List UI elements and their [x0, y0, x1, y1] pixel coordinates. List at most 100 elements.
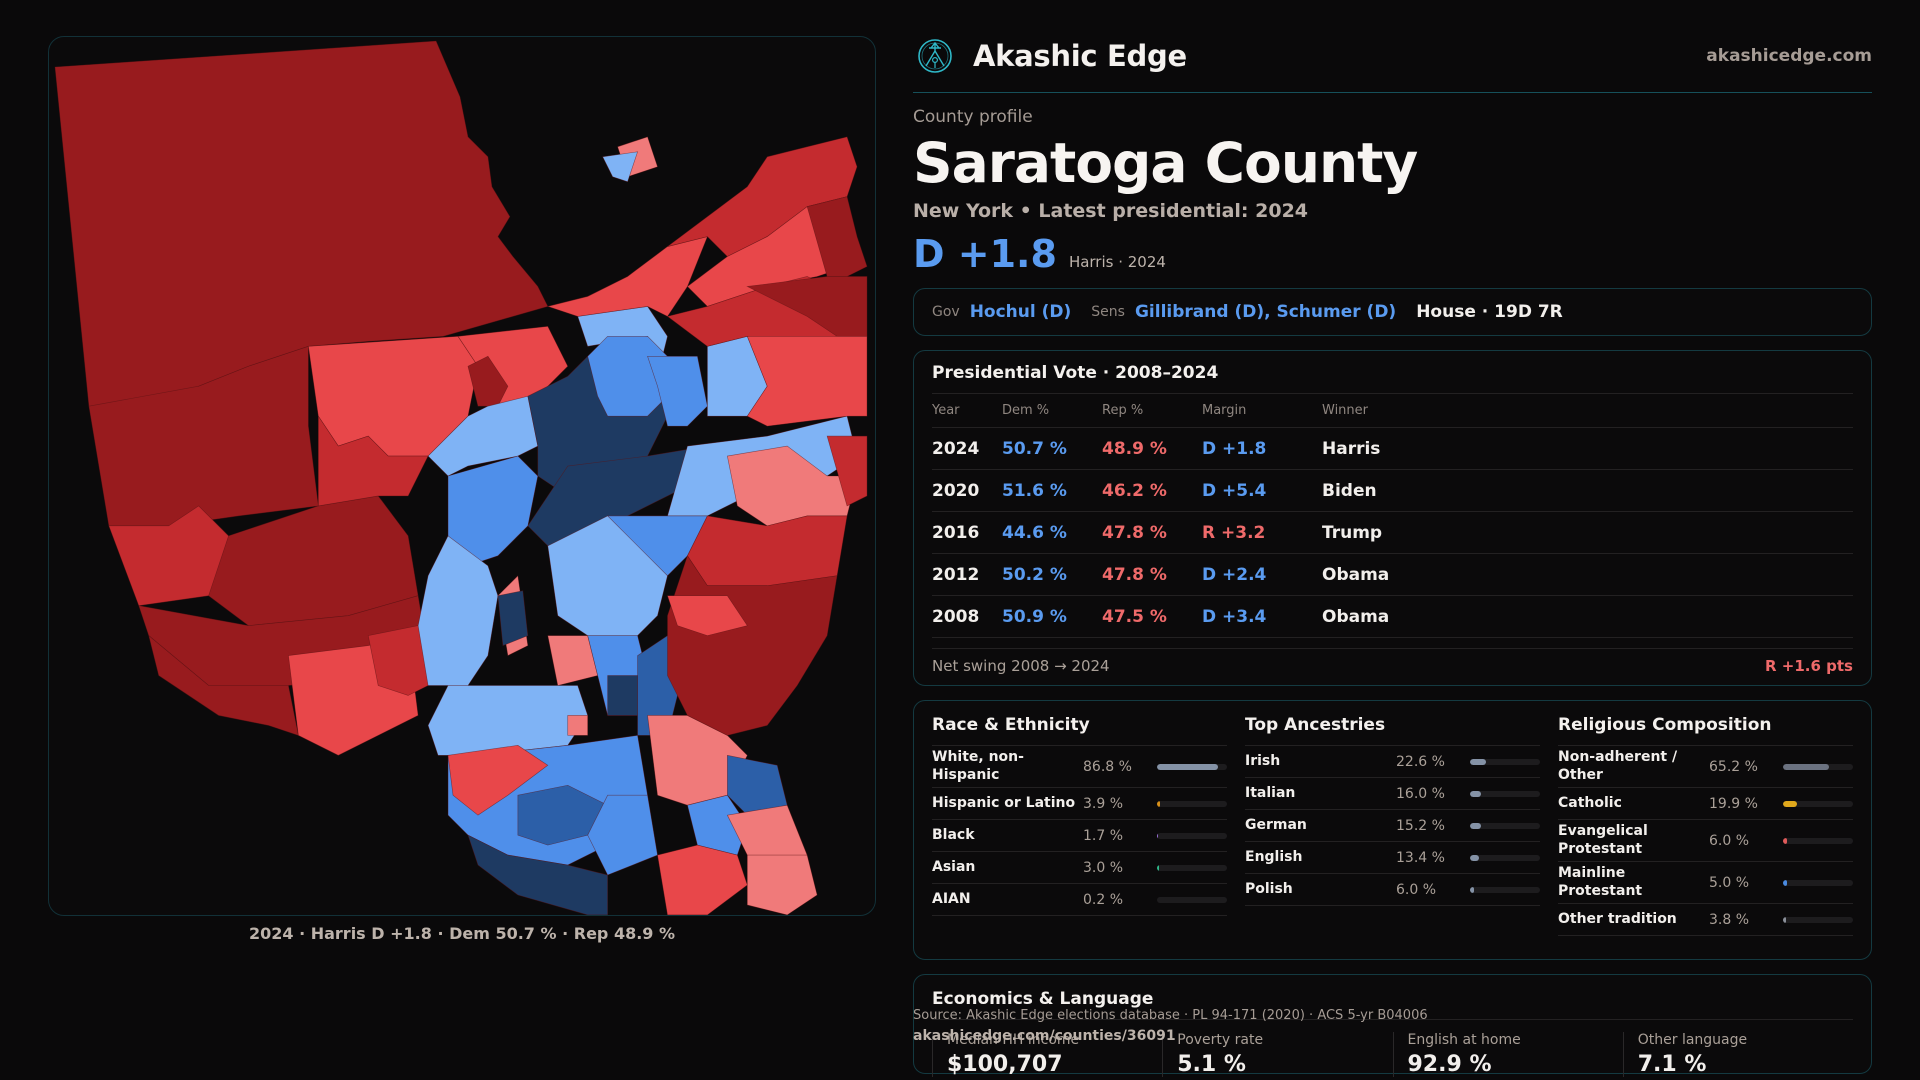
year-cell: 2024	[932, 427, 1002, 470]
source-url-link[interactable]: akashicedge.com/counties/36091	[913, 1028, 1176, 1044]
winner-cell: Obama	[1322, 553, 1853, 596]
econ-stat: Poverty rate 5.1 %	[1162, 1032, 1392, 1077]
map-region[interactable]	[667, 595, 748, 636]
list-item: Irish 22.6 %	[1245, 746, 1540, 778]
map-region[interactable]	[547, 515, 668, 636]
map-region[interactable]	[148, 634, 299, 736]
compass-star-logo-icon[interactable]	[917, 38, 953, 74]
list-item-value: 19.9 %	[1709, 795, 1758, 812]
map-region[interactable]	[546, 236, 708, 317]
presidential-vote-card: Presidential Vote · 2008–2024 Year Dem %…	[913, 349, 1872, 686]
map-region[interactable]	[427, 685, 589, 756]
winner-cell: Harris	[1322, 427, 1853, 470]
list-item: English 13.4 %	[1245, 842, 1540, 874]
list-item: Catholic 19.9 %	[1558, 788, 1853, 820]
list-item-value: 15.2 %	[1396, 817, 1445, 834]
map-caption: 2024 · Harris D +1.8 · Dem 50.7 % · Rep …	[248, 924, 676, 943]
rep-pct-cell: 48.9 %	[1102, 427, 1202, 470]
map-region[interactable]	[527, 445, 728, 547]
list-item-label: Italian	[1245, 784, 1296, 801]
list-item-value: 65.2 %	[1709, 758, 1758, 775]
percent-bar	[1157, 896, 1227, 903]
map-region[interactable]	[567, 715, 588, 736]
list-item: Polish 6.0 %	[1245, 874, 1540, 906]
map-region[interactable]	[746, 336, 868, 427]
rep-pct-cell: 47.8 %	[1102, 511, 1202, 554]
list-item-value: 3.0 %	[1083, 859, 1124, 876]
map-region[interactable]	[497, 590, 529, 647]
dem-pct-cell: 50.2 %	[1002, 553, 1102, 596]
table-row: 2008 50.9 % 47.5 % D +3.4 Obama	[932, 595, 1853, 638]
economics-card: Economics & Language Median HH income $1…	[913, 974, 1872, 1077]
list-item-label: English	[1245, 848, 1303, 865]
percent-bar	[1470, 758, 1540, 765]
percent-bar	[1783, 800, 1853, 807]
county-profile-panel: Akashic Edge akashicedge.com County prof…	[913, 36, 1872, 1077]
percent-bar-fill	[1783, 837, 1788, 844]
map-region[interactable]	[727, 754, 788, 816]
brand-name[interactable]: Akashic Edge	[973, 39, 1187, 73]
map-region[interactable]	[687, 515, 848, 587]
presidential-vote-table: Year Dem % Rep % Margin Winner 2024 50.7 …	[932, 393, 1853, 638]
list-item-label: Non-adherent / Other	[1558, 749, 1678, 783]
economics-grid: Median HH income $100,707 Poverty rate 5…	[932, 1032, 1853, 1077]
column-header: Winner	[1322, 393, 1853, 428]
table-row: 2020 51.6 % 46.2 % D +5.4 Biden	[932, 469, 1853, 512]
year-cell: 2020	[932, 469, 1002, 512]
map-region[interactable]	[747, 854, 818, 915]
map-region[interactable]	[647, 355, 708, 427]
percent-bar	[1470, 790, 1540, 797]
dem-pct-cell: 51.6 %	[1002, 469, 1102, 512]
econ-stat-value: 5.1 %	[1177, 1052, 1246, 1077]
list-item: Mainline Protestant 5.0 %	[1558, 862, 1853, 904]
percent-bar-fill	[1783, 879, 1787, 886]
brand-header: Akashic Edge akashicedge.com	[913, 36, 1872, 76]
rep-pct-cell: 46.2 %	[1102, 469, 1202, 512]
list-item-value: 6.0 %	[1709, 832, 1750, 849]
list-item-label: Evangelical Protestant	[1558, 823, 1648, 857]
margin-cell: D +5.4	[1202, 469, 1322, 512]
precinct-map[interactable]	[48, 36, 876, 916]
econ-stat-label: Other language	[1637, 1032, 1748, 1048]
year-cell: 2012	[932, 553, 1002, 596]
map-region[interactable]	[447, 745, 549, 816]
senators-label: Sens	[1091, 303, 1125, 320]
column-header: Dem %	[1002, 393, 1102, 428]
dem-pct-cell: 44.6 %	[1002, 511, 1102, 554]
table-row: 2024 50.7 % 48.9 % D +1.8 Harris	[932, 427, 1853, 470]
map-region[interactable]	[587, 794, 658, 876]
list-item: White, non-Hispanic 86.8 %	[932, 746, 1227, 788]
map-region[interactable]	[467, 355, 509, 407]
winner-cell: Obama	[1322, 595, 1853, 638]
list-item-label: Black	[932, 826, 975, 843]
map-region[interactable]	[607, 675, 638, 716]
percent-bar	[1157, 832, 1227, 839]
ancestries-section: Top Ancestries Irish 22.6 % Italian 16.0 % G…	[1245, 715, 1540, 945]
map-region[interactable]	[826, 435, 868, 507]
map-region[interactable]	[602, 151, 639, 183]
precinct-map-svg[interactable]	[49, 37, 875, 915]
percent-bar-fill	[1470, 822, 1481, 829]
percent-bar	[1783, 879, 1853, 886]
econ-stat: Median HH income $100,707	[932, 1032, 1162, 1077]
percent-bar-fill	[1157, 763, 1218, 770]
percent-bar	[1783, 916, 1853, 923]
list-item-label: Mainline Protestant	[1558, 865, 1643, 899]
religion-section: Religious Composition Non-adherent / Oth…	[1558, 715, 1853, 945]
econ-stat-label: English at home	[1407, 1032, 1521, 1048]
map-region[interactable]	[657, 844, 748, 915]
brand-url-link[interactable]: akashicedge.com	[1706, 46, 1872, 66]
list-item-value: 1.7 %	[1083, 827, 1124, 844]
percent-bar	[1157, 864, 1227, 871]
map-region[interactable]	[467, 834, 608, 915]
list-item-value: 16.0 %	[1396, 785, 1445, 802]
percent-bar-fill	[1157, 800, 1160, 807]
list-item-value: 22.6 %	[1396, 753, 1445, 770]
officials-bar: Gov Hochul (D) Sens Gillibrand (D), Schu…	[913, 287, 1872, 336]
senators-names: Gillibrand (D), Schumer (D)	[1134, 301, 1397, 322]
econ-stat-value: 92.9 %	[1407, 1052, 1492, 1077]
list-item-label: Other tradition	[1558, 910, 1677, 927]
list-item: Non-adherent / Other 65.2 %	[1558, 746, 1853, 788]
page-eyebrow: County profile	[913, 107, 1033, 127]
demographics-card: Race & Ethnicity White, non-Hispanic 86.8…	[913, 700, 1872, 960]
